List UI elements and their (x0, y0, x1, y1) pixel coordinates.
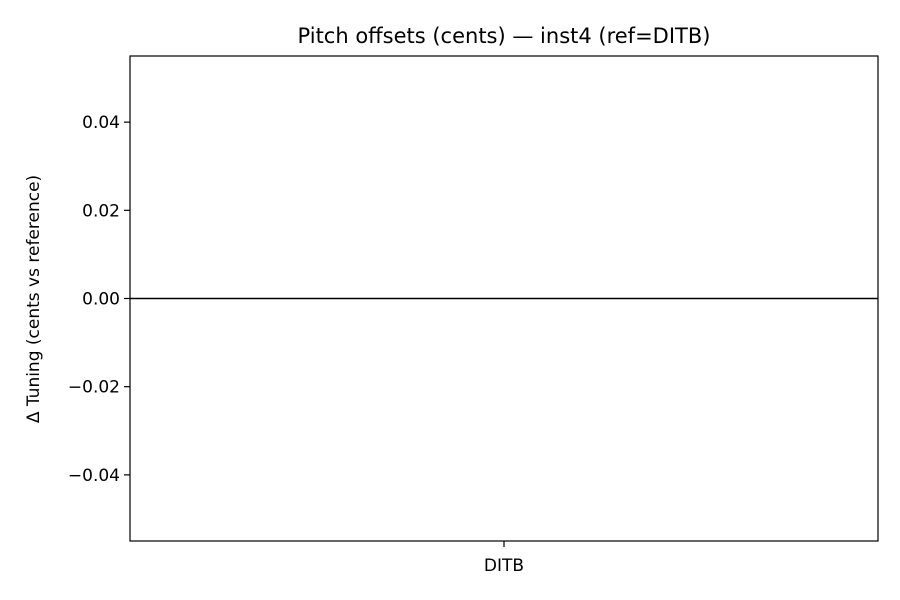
x-axis: DITB (484, 541, 524, 576)
y-axis: 0.04 0.02 0.00 −0.02 −0.04 (68, 113, 130, 486)
chart-title: Pitch offsets (cents) — inst4 (ref=DITB) (298, 24, 711, 48)
chart-marks (129, 55, 879, 542)
plot-frame (129, 55, 879, 542)
y-tick-label: 0.04 (82, 113, 120, 133)
y-axis-label: Δ Tuning (cents vs reference) (24, 175, 44, 423)
y-tick-label: 0.02 (82, 201, 120, 221)
y-tick-label: −0.04 (68, 466, 120, 486)
y-tick-label: 0.00 (82, 290, 120, 310)
y-tick-label: −0.02 (68, 378, 120, 398)
x-tick-label: DITB (484, 556, 524, 576)
